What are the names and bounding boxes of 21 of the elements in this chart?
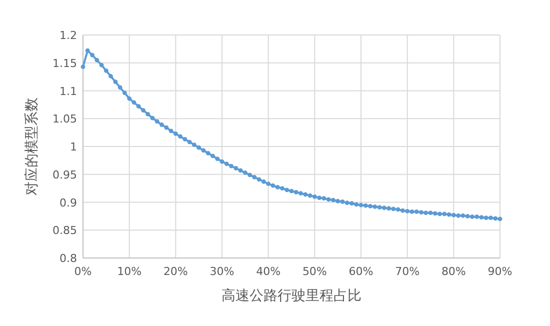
- x-tick-label: 40%: [256, 265, 281, 278]
- x-tick-label: 90%: [488, 265, 512, 278]
- x-tick-label: 80%: [441, 265, 466, 278]
- x-tick-label: 0%: [74, 265, 92, 278]
- y-tick-label: 0.95: [52, 168, 77, 182]
- x-tick-label: 30%: [210, 265, 234, 278]
- y-axis-title: 对应的模型系数: [24, 98, 40, 196]
- y-tick-label: 0.9: [60, 196, 77, 210]
- x-axis-title: 高速公路行驶里程占比: [222, 288, 362, 304]
- y-tick-label: 1: [70, 140, 77, 154]
- x-tick-label: 20%: [163, 265, 188, 278]
- x-tick-label: 60%: [348, 265, 374, 278]
- x-tick-label: 50%: [302, 265, 327, 278]
- y-tick-label: 1.15: [52, 56, 77, 70]
- y-tick-label: 1.05: [52, 112, 77, 126]
- y-tick-label: 0.8: [60, 252, 77, 265]
- x-tick-label: 70%: [395, 265, 420, 278]
- y-tick-label: 1.2: [60, 29, 77, 42]
- y-tick-label: 1.1: [60, 84, 77, 98]
- x-tick-label: 10%: [117, 265, 142, 278]
- y-tick-label: 0.85: [52, 224, 77, 238]
